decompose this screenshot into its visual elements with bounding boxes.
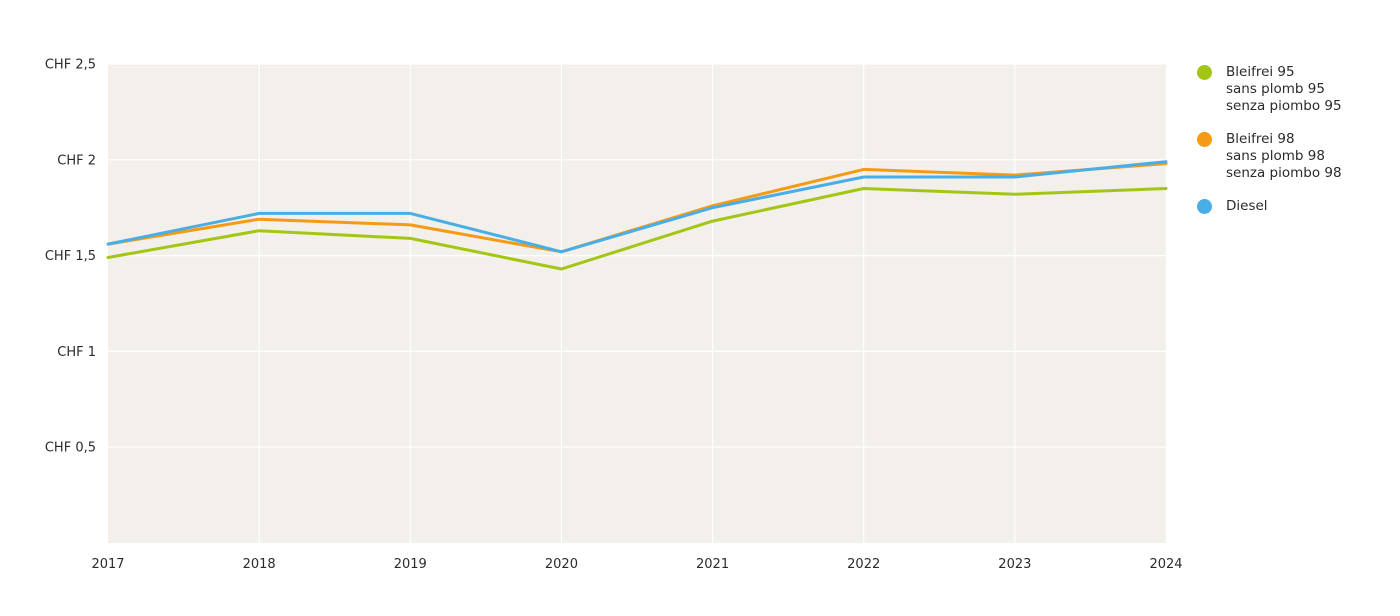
x-tick-label: 2018 bbox=[243, 557, 276, 572]
x-tick-label: 2017 bbox=[91, 557, 124, 572]
legend-label: senza piombo 98 bbox=[1226, 165, 1342, 181]
legend-item-bleifrei-95: Bleifrei 95 sans plomb 95 senza piombo 95 bbox=[1197, 64, 1393, 115]
y-tick-label: CHF 1 bbox=[57, 345, 96, 360]
series-lines bbox=[106, 160, 1168, 271]
legend-label: sans plomb 98 bbox=[1226, 148, 1325, 164]
x-tick-label: 2022 bbox=[847, 557, 880, 572]
x-gridlines bbox=[258, 64, 1016, 543]
legend-label: Bleifrei 95 bbox=[1226, 64, 1295, 80]
y-tick-label: CHF 2,5 bbox=[45, 58, 96, 73]
legend-swatch-bleifrei-98 bbox=[1197, 132, 1212, 147]
series-line-bleifrei-95 bbox=[106, 187, 1168, 271]
x-tick-label: 2023 bbox=[998, 557, 1031, 572]
x-tick-label: 2020 bbox=[545, 557, 578, 572]
series-line-diesel bbox=[106, 160, 1168, 254]
legend-item-bleifrei-98: Bleifrei 98 sans plomb 98 senza piombo 98 bbox=[1197, 131, 1393, 182]
x-tick-label: 2019 bbox=[394, 557, 427, 572]
x-axis-tick-labels: 2017 2018 2019 2020 2021 2022 2023 2024 bbox=[91, 557, 1182, 572]
plot-background bbox=[108, 64, 1166, 543]
legend-swatch-bleifrei-95 bbox=[1197, 65, 1212, 80]
legend-label: Bleifrei 98 bbox=[1226, 131, 1295, 147]
chart-legend: Bleifrei 95 sans plomb 95 senza piombo 95 B… bbox=[1197, 64, 1393, 215]
legend-swatch-diesel bbox=[1197, 199, 1212, 214]
y-tick-label: CHF 1,5 bbox=[45, 249, 96, 264]
legend-label: Diesel bbox=[1226, 198, 1268, 214]
y-gridlines bbox=[108, 63, 1166, 448]
y-tick-label: CHF 0,5 bbox=[45, 441, 96, 456]
x-tick-label: 2021 bbox=[696, 557, 729, 572]
legend-label: senza piombo 95 bbox=[1226, 98, 1342, 114]
x-tick-label: 2024 bbox=[1149, 557, 1182, 572]
legend-label: sans plomb 95 bbox=[1226, 81, 1325, 97]
y-tick-label: CHF 2 bbox=[57, 153, 96, 168]
y-axis-tick-labels: CHF 0,5 CHF 1 CHF 1,5 CHF 2 CHF 2,5 bbox=[45, 58, 96, 456]
legend-item-diesel: Diesel bbox=[1197, 198, 1393, 215]
